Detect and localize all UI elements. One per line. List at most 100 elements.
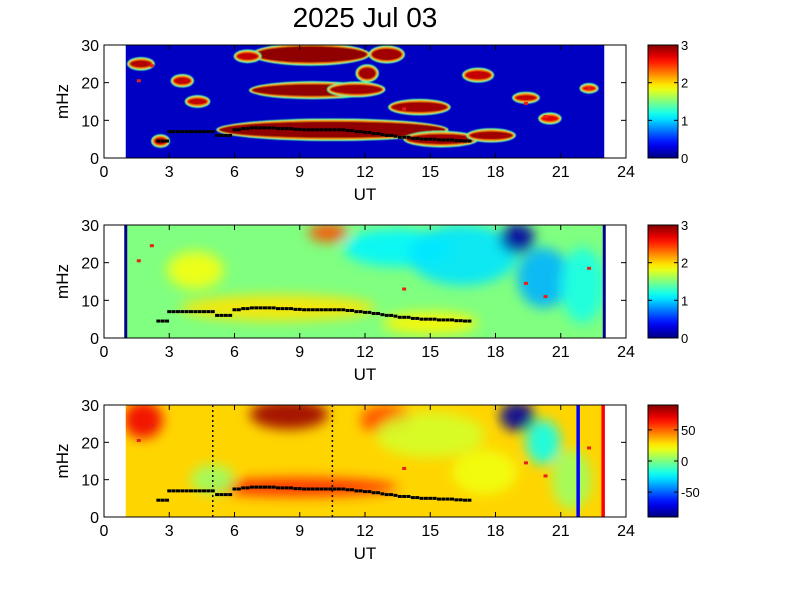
- trace-point: [345, 129, 350, 133]
- trace-point: [376, 491, 381, 495]
- blob-6: [499, 225, 535, 254]
- y-tick-label: 10: [81, 113, 99, 130]
- blob-0: [219, 121, 446, 139]
- x-tick-label: 21: [552, 523, 570, 540]
- trace-point: [315, 487, 320, 491]
- trace-point: [165, 139, 170, 143]
- red-marker: [149, 64, 154, 68]
- trace-point: [363, 310, 367, 314]
- y-tick-label: 0: [90, 151, 99, 168]
- trace-point: [167, 310, 172, 314]
- x-tick-label: 0: [100, 344, 109, 361]
- trace-point: [319, 128, 324, 132]
- trace-point: [402, 494, 407, 498]
- x-tick-label: 24: [617, 344, 635, 361]
- blob-8: [391, 101, 448, 113]
- blob-2: [469, 131, 513, 140]
- trace-point: [358, 489, 363, 493]
- trace-point: [354, 310, 359, 314]
- blob-6: [452, 449, 518, 495]
- trace-point: [389, 313, 394, 317]
- red-marker: [587, 266, 592, 270]
- trace-point: [423, 317, 428, 321]
- trace-point: [284, 486, 289, 490]
- trace-point: [354, 130, 359, 134]
- trace-point: [380, 492, 385, 496]
- peak-trace: [156, 306, 472, 323]
- trace-point: [276, 486, 280, 490]
- red-marker: [136, 438, 141, 442]
- trace-point: [345, 488, 350, 492]
- colorbar: 50 0 -50: [647, 404, 700, 518]
- trace-point: [384, 493, 389, 497]
- trace-point: [306, 487, 311, 491]
- trace-point: [323, 308, 328, 312]
- trace-point: [297, 487, 302, 491]
- trace-point: [258, 306, 263, 310]
- trace-point: [262, 306, 267, 310]
- trace-point: [302, 487, 307, 491]
- trace-point: [171, 489, 176, 493]
- trace-point: [306, 308, 311, 312]
- trace-point: [393, 134, 398, 138]
- trace-point: [219, 133, 224, 137]
- trace-point: [419, 496, 424, 500]
- trace-point: [215, 493, 220, 497]
- trace-point: [419, 137, 424, 141]
- trace-point: [458, 498, 463, 502]
- trace-point: [349, 129, 354, 133]
- trace-point: [332, 128, 337, 132]
- trace-point: [271, 306, 276, 310]
- trace-point: [219, 493, 224, 497]
- x-tick-label: 6: [230, 344, 239, 361]
- trace-point: [184, 489, 189, 493]
- trace-point: [289, 486, 294, 490]
- x-axis-label: UT: [354, 544, 377, 563]
- trace-point: [249, 306, 254, 310]
- blob-3: [167, 251, 224, 290]
- blob-8: [560, 247, 605, 323]
- trace-point: [397, 315, 402, 319]
- trace-point: [367, 130, 372, 134]
- x-tick-label: 18: [487, 164, 505, 181]
- trace-point: [193, 130, 198, 134]
- trace-point: [310, 487, 315, 491]
- trace-point: [180, 130, 185, 134]
- trace-point: [454, 319, 459, 323]
- trace-point: [302, 308, 307, 312]
- y-tick-label: 20: [81, 435, 99, 452]
- heatmap-layer: [125, 405, 605, 517]
- trace-point: [254, 306, 259, 310]
- x-axis-label: UT: [354, 185, 377, 204]
- y-tick-label: 20: [81, 256, 99, 273]
- x-tick-label: 0: [100, 164, 109, 181]
- trace-point: [289, 307, 294, 311]
- trace-point: [328, 308, 333, 312]
- blob-7: [499, 405, 535, 432]
- trace-point: [415, 496, 420, 500]
- trace-point: [210, 130, 215, 134]
- trace-point: [193, 489, 198, 493]
- trace-point: [332, 308, 337, 312]
- trace-point: [241, 486, 246, 490]
- x-tick-label: 12: [356, 344, 374, 361]
- colorbar-tick-label: 50: [681, 423, 695, 438]
- trace-point: [380, 133, 385, 137]
- trace-point: [241, 307, 246, 311]
- x-tick-label: 6: [230, 523, 239, 540]
- peak-trace: [156, 485, 472, 502]
- trace-point: [271, 126, 276, 130]
- x-tick-label: 18: [487, 344, 505, 361]
- trace-point: [441, 318, 446, 322]
- y-tick-label: 10: [81, 293, 99, 310]
- trace-point: [454, 498, 459, 502]
- trace-point: [276, 127, 280, 131]
- trace-point: [202, 489, 207, 493]
- x-tick-label: 3: [165, 523, 174, 540]
- trace-point: [206, 489, 211, 493]
- trace-point: [450, 138, 454, 142]
- trace-point: [171, 130, 176, 134]
- trace-point: [406, 135, 411, 139]
- trace-point: [441, 497, 446, 501]
- red-marker: [402, 466, 407, 470]
